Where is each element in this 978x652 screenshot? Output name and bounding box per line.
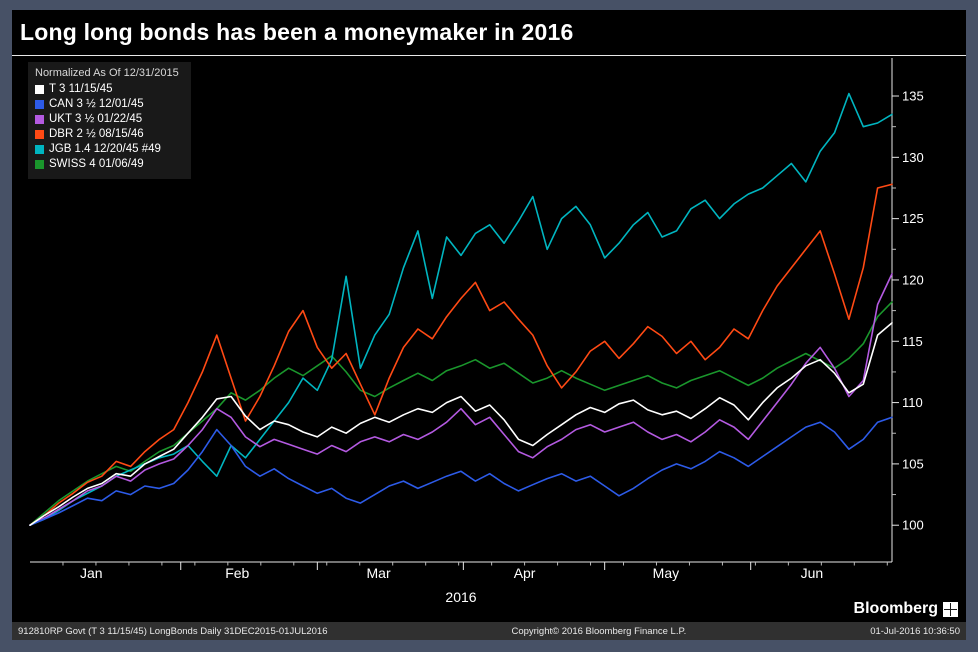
series-line-5	[29, 301, 893, 527]
chart-screen: Long long bonds has been a moneymaker in…	[12, 10, 966, 640]
status-copyright: Copyright© 2016 Bloomberg Finance L.P.	[511, 625, 687, 637]
y-tick-label: 100	[902, 518, 924, 533]
legend-header: Normalized As Of 12/31/2015	[35, 67, 179, 79]
legend-swatch	[35, 100, 44, 109]
x-month-label: Jun	[801, 565, 824, 581]
series-line-3	[29, 183, 893, 527]
y-tick-label: 125	[902, 211, 924, 226]
legend-swatch	[35, 145, 44, 154]
legend-swatch	[35, 85, 44, 94]
legend-item: JGB 1.4 12/20/45 #49	[35, 142, 179, 157]
y-tick-label: 120	[902, 272, 924, 287]
bloomberg-brand-text: Bloomberg	[853, 600, 938, 617]
status-bar: 912810RP Govt (T 3 11/15/45) LongBonds D…	[12, 622, 966, 640]
y-tick-label: 135	[902, 89, 924, 104]
legend-label: UKT 3 ½ 01/22/45	[49, 113, 143, 125]
bloomberg-logo-icon	[943, 601, 958, 617]
series-line-1	[29, 416, 893, 527]
x-month-label: Apr	[514, 565, 536, 581]
x-month-label: Mar	[367, 565, 391, 581]
x-axis-year-label: 2016	[445, 589, 476, 605]
x-month-label: May	[653, 565, 679, 581]
status-security-info: 912810RP Govt (T 3 11/15/45) LongBonds D…	[18, 625, 328, 637]
y-tick-label: 130	[902, 150, 924, 165]
legend-swatch	[35, 160, 44, 169]
legend-item: DBR 2 ½ 08/15/46	[35, 127, 179, 142]
legend-label: SWISS 4 01/06/49	[49, 158, 144, 170]
series-line-4	[29, 92, 893, 527]
legend-item: SWISS 4 01/06/49	[35, 157, 179, 172]
legend-label: DBR 2 ½ 08/15/46	[49, 128, 144, 140]
bloomberg-wordmark: Bloomberg	[854, 600, 958, 618]
series-line-0	[29, 322, 893, 527]
legend-items: T 3 11/15/45 CAN 3 ½ 12/01/45 UKT 3 ½ 01/2…	[35, 82, 179, 172]
legend-label: T 3 11/15/45	[49, 83, 113, 95]
legend-item: CAN 3 ½ 12/01/45	[35, 97, 179, 112]
legend-label: JGB 1.4 12/20/45 #49	[49, 143, 161, 155]
title-divider	[12, 55, 966, 56]
legend-label: CAN 3 ½ 12/01/45	[49, 98, 144, 110]
series-line-2	[29, 273, 893, 527]
chart-title: Long long bonds has been a moneymaker in…	[20, 19, 574, 45]
y-tick-label: 115	[902, 334, 923, 349]
x-month-label: Feb	[225, 565, 249, 581]
x-month-label: Jan	[80, 565, 103, 581]
status-datetime: 01-Jul-2016 10:36:50	[870, 625, 960, 637]
price-chart-plot[interactable]: 100 105 110 115 120 125 130 135 Jan Feb Mar Apr May J…	[12, 56, 966, 612]
legend-swatch	[35, 115, 44, 124]
y-tick-label: 110	[902, 395, 923, 410]
chart-legend: Normalized As Of 12/31/2015 T 3 11/15/45…	[28, 62, 191, 179]
legend-swatch	[35, 130, 44, 139]
legend-item: T 3 11/15/45	[35, 82, 179, 97]
legend-item: UKT 3 ½ 01/22/45	[35, 112, 179, 127]
y-tick-label: 105	[902, 456, 924, 471]
